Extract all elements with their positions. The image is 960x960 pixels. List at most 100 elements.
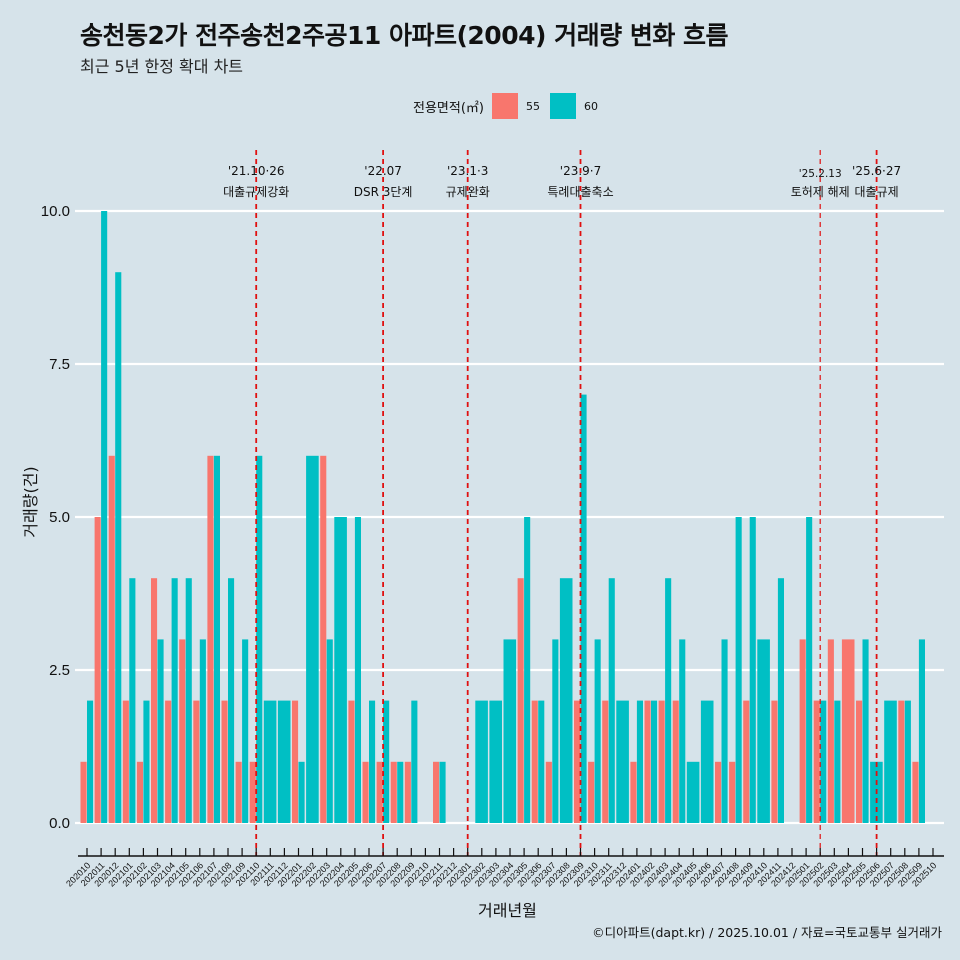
bar-60-202404 (679, 639, 686, 823)
chart-subtitle: 최근 5년 한정 확대 차트 (80, 57, 244, 76)
bar-55-202504 (841, 639, 855, 823)
bar-60-202312 (616, 700, 629, 823)
bar-55-202103 (151, 578, 158, 823)
bar-55-202409 (743, 700, 750, 823)
bar-60-202408 (735, 517, 742, 823)
bar-60-202407 (721, 639, 728, 823)
bar-60-202109 (242, 639, 249, 823)
bar-60-202308 (559, 578, 573, 823)
bar-60-202304 (503, 639, 517, 823)
bar-60-202402 (651, 700, 658, 823)
event-name-label: 규제완화 (446, 185, 490, 199)
bar-60-202409 (749, 517, 756, 823)
bar-55-202508 (898, 700, 905, 823)
bar-60-202201 (298, 761, 305, 823)
bar-60-202406 (700, 700, 714, 823)
bar-55-202207 (376, 761, 383, 823)
y-tick-label: 0.0 (49, 815, 70, 832)
bar-55-202205 (348, 700, 355, 823)
event-date-label: '23.9·7 (560, 164, 601, 178)
bar-55-202408 (729, 761, 736, 823)
bar-60-202411 (777, 578, 784, 823)
bar-60-202208 (397, 761, 404, 823)
legend-label-55: 55 (525, 99, 540, 113)
bar-55-202404 (672, 700, 679, 823)
chart-title: 송천동2가 전주송천2주공11 아파트(2004) 거래량 변화 흐름 (80, 21, 729, 50)
bar-55-202411 (771, 700, 778, 823)
bar-60-202108 (228, 578, 235, 823)
bar-60-202410 (757, 639, 770, 823)
legend: 전용면적(㎡) 55 60 (413, 93, 608, 119)
x-axis-label: 거래년월 (478, 901, 537, 920)
bar-55-202402 (644, 700, 651, 823)
bar-55-202104 (165, 700, 172, 823)
bar-60-202303 (489, 700, 502, 823)
bar-60-202104 (171, 578, 178, 823)
bar-60-202010 (87, 700, 94, 823)
bar-60-202309 (580, 394, 587, 823)
event-date-label: '25.6·27 (852, 164, 901, 178)
y-tick-label: 10.0 (41, 203, 70, 220)
bar-60-202207 (383, 700, 390, 823)
bar-60-202307 (552, 639, 559, 823)
bar-55-202310 (588, 761, 595, 823)
bar-60-202206 (369, 700, 376, 823)
bar-60-202405 (686, 761, 700, 823)
bar-60-202107 (213, 455, 220, 823)
bar-55-202107 (207, 455, 214, 823)
bar-55-202502 (813, 700, 820, 823)
bar-55-202503 (827, 639, 834, 823)
legend-key-60 (549, 93, 576, 119)
bar-60-202403 (665, 578, 672, 823)
bar-55-202108 (221, 700, 228, 823)
bar-60-202211 (439, 761, 446, 823)
bar-55-202501 (799, 639, 806, 823)
legend-label-60: 60 (583, 99, 598, 113)
bar-60-202505 (862, 639, 869, 823)
event-date-label: '25.2.13 (799, 168, 842, 180)
bar-55-202305 (517, 578, 524, 823)
bar-60-202102 (143, 700, 150, 823)
event-date-label: '23.1·3 (447, 164, 488, 178)
y-tick-label: 7.5 (49, 356, 70, 373)
bar-60-202011 (101, 211, 108, 823)
bar-60-202105 (185, 578, 192, 823)
bar-55-202101 (122, 700, 129, 823)
bar-60-202112 (277, 700, 291, 823)
bar-55-202306 (531, 700, 538, 823)
bar-60-202209 (411, 700, 418, 823)
bar-55-202110 (249, 761, 256, 823)
bar-60-202204 (334, 517, 347, 823)
bar-55-202106 (193, 700, 200, 823)
bar-55-202505 (856, 700, 863, 823)
bar-60-202501 (806, 517, 813, 823)
bar-60-202202 (306, 455, 319, 823)
bar-55-202109 (235, 761, 242, 823)
bar-55-202203 (320, 455, 327, 823)
bar-55-202307 (545, 761, 552, 823)
bar-60-202106 (199, 639, 206, 823)
bar-55-202509 (912, 761, 919, 823)
bar-55-202407 (715, 761, 722, 823)
bar-60-202111 (263, 700, 277, 823)
bar-55-202010 (80, 761, 87, 823)
bar-55-202211 (433, 761, 440, 823)
bar-55-202309 (574, 700, 581, 823)
bar-55-202209 (404, 761, 411, 823)
bar-60-202203 (326, 639, 333, 823)
bar-55-202011 (94, 517, 101, 823)
bar-55-202012 (108, 455, 115, 823)
source-caption: ©디아파트(dapt.kr) / 2025.10.01 / 자료=국토교통부 실… (592, 925, 942, 940)
bar-55-202311 (602, 700, 609, 823)
bar-60-202305 (524, 517, 531, 823)
event-name-label: 대출규제강화 (223, 185, 289, 199)
event-date-label: '22.07 (364, 164, 402, 178)
bar-60-202503 (834, 700, 841, 823)
event-name-label: 대출규제 (855, 185, 899, 199)
event-name-label: DSR 3단계 (354, 185, 413, 199)
bar-60-202509 (918, 639, 925, 823)
bar-60-202507 (884, 700, 897, 823)
bar-60-202401 (636, 700, 643, 823)
event-name-label: 토허제 해제 (791, 185, 850, 199)
